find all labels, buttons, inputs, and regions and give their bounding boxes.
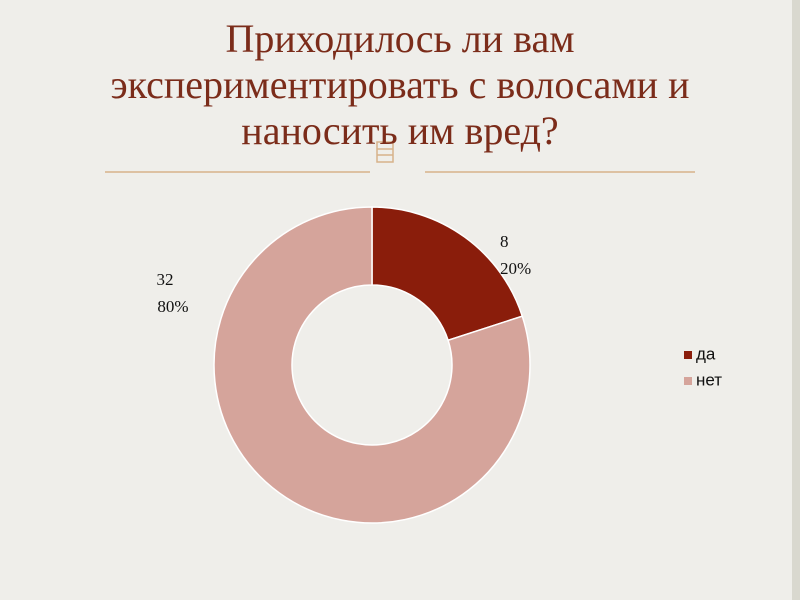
donut-slice <box>371 206 524 342</box>
slide-title: Приходилось ли вам экспериментировать с … <box>110 16 690 153</box>
legend-label: да <box>696 344 716 363</box>
edge-band <box>792 0 800 600</box>
legend-swatch <box>684 377 692 385</box>
donut-slice <box>213 206 531 524</box>
legend-label: нет <box>696 370 722 389</box>
percent-label: 80% <box>157 297 188 316</box>
ornament <box>376 141 394 163</box>
percent-label: 20% <box>500 259 531 278</box>
legend-swatch <box>684 351 692 359</box>
value-label: 32 <box>157 270 174 289</box>
value-label: 8 <box>500 232 509 251</box>
